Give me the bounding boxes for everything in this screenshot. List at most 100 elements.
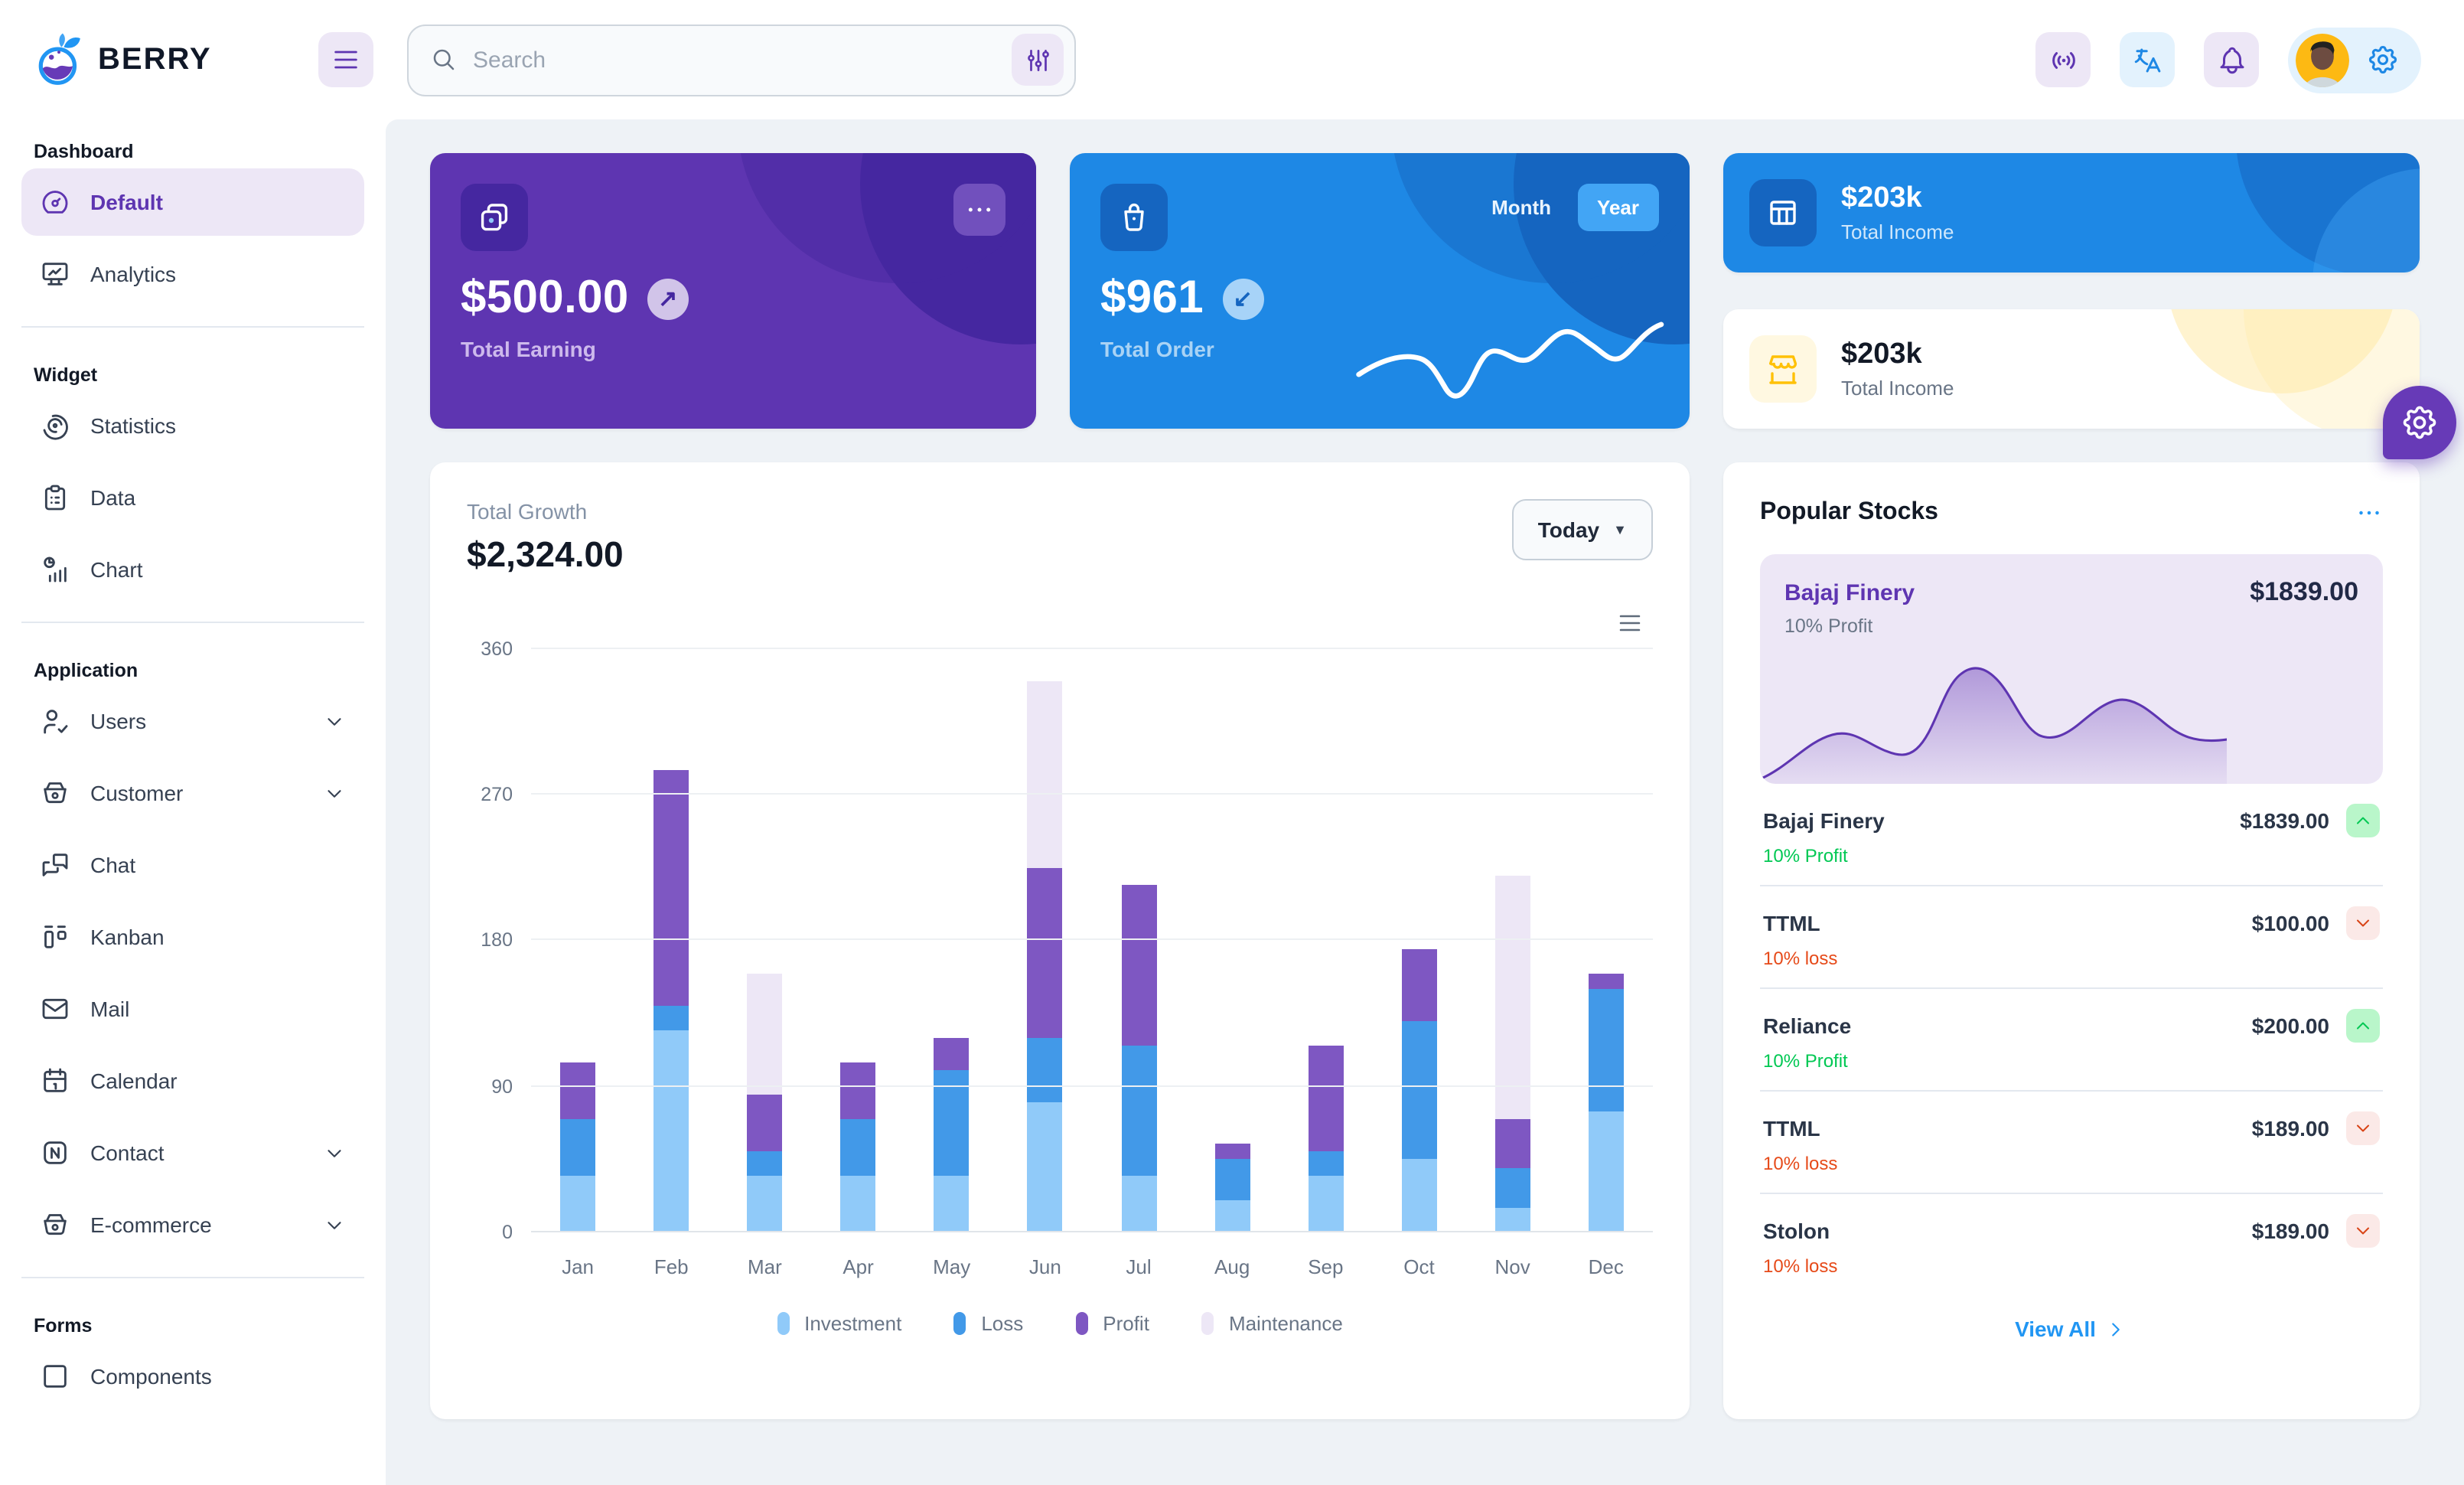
stock-row-ttml[interactable]: TTML $100.00 10% loss <box>1760 886 2383 989</box>
order-trend-badge[interactable]: ↙ <box>1222 278 1264 319</box>
bar-column-mar[interactable] <box>718 649 811 1232</box>
stock-row-reliance[interactable]: Reliance $200.00 10% Profit <box>1760 989 2383 1092</box>
bar-segment-profit <box>1121 884 1156 1046</box>
sidebar-item-calendar[interactable]: Calendar <box>21 1047 364 1115</box>
language-button[interactable] <box>2120 32 2175 87</box>
bar-segment-profit <box>1027 867 1063 1039</box>
y-axis-tick: 90 <box>491 1076 513 1098</box>
x-axis-label: Sep <box>1308 1255 1344 1278</box>
sidebar-item-default[interactable]: Default <box>21 168 364 236</box>
bar-column-jan[interactable] <box>531 649 624 1232</box>
bar-column-sep[interactable] <box>1279 649 1372 1232</box>
floating-settings-button[interactable] <box>2383 386 2456 459</box>
sidebar-item-analytics[interactable]: Analytics <box>21 240 364 308</box>
search-bar[interactable] <box>407 24 1076 96</box>
sidebar-item-users[interactable]: Users <box>21 687 364 755</box>
legend-item-profit[interactable]: Profit <box>1075 1312 1149 1335</box>
chart-menu-icon <box>1616 609 1644 637</box>
notifications-button[interactable] <box>2204 32 2259 87</box>
stock-row-ttml[interactable]: TTML $189.00 10% loss <box>1760 1092 2383 1194</box>
sidebar-item-customer[interactable]: Customer <box>21 759 364 827</box>
bar-column-may[interactable] <box>905 649 999 1232</box>
menu-toggle-button[interactable] <box>318 32 373 87</box>
sidebar-item-chat[interactable]: Chat <box>21 831 364 899</box>
stock-name: Reliance <box>1763 1013 1852 1038</box>
view-all-link[interactable]: View All <box>1760 1317 2383 1341</box>
legend-item-investment[interactable]: Investment <box>777 1312 901 1335</box>
toggle-month-button[interactable]: Month <box>1491 196 1552 219</box>
broadcast-button[interactable] <box>2035 32 2091 87</box>
stock-trend-up-badge[interactable] <box>2346 1009 2380 1043</box>
sidebar-item-data[interactable]: Data <box>21 464 364 531</box>
bar-column-oct[interactable] <box>1372 649 1465 1232</box>
bar-segment-loss <box>560 1119 596 1176</box>
period-dropdown[interactable]: Today ▼ <box>1511 499 1653 560</box>
bar-column-aug[interactable] <box>1185 649 1279 1232</box>
legend-swatch <box>1201 1312 1214 1335</box>
total-growth-panel: Total Growth $2,324.00 Today ▼ 0 90 180 270… <box>430 462 1690 1419</box>
bar-segment-profit <box>747 1095 783 1152</box>
toggle-year-button[interactable]: Year <box>1577 184 1659 231</box>
bar-segment-investment <box>747 1176 783 1232</box>
legend-label: Investment <box>804 1312 902 1335</box>
income-blue-label: Total Income <box>1841 220 1954 243</box>
bar-column-apr[interactable] <box>811 649 904 1232</box>
featured-stock-sub: 10% Profit <box>1784 615 1873 637</box>
sidebar-item-kanban[interactable]: Kanban <box>21 903 364 971</box>
chart-menu-button[interactable] <box>467 609 1644 637</box>
bar-segment-profit <box>934 1038 970 1071</box>
avatar <box>2296 33 2349 86</box>
legend-item-loss[interactable]: Loss <box>953 1312 1023 1335</box>
stock-price: $189.00 <box>2251 1219 2329 1243</box>
broadcast-icon <box>2047 44 2079 76</box>
sidebar-item-components[interactable]: Components <box>21 1343 364 1410</box>
featured-stock-card[interactable]: Bajaj Finery $1839.00 10% Profit <box>1760 554 2383 784</box>
stock-trend-down-badge[interactable] <box>2346 1214 2380 1248</box>
bar-segment-loss <box>1308 1151 1344 1176</box>
stock-row-bajaj-finery[interactable]: Bajaj Finery $1839.00 10% Profit <box>1760 784 2383 886</box>
order-card-icon-box <box>1100 184 1168 251</box>
legend-item-maintenance[interactable]: Maintenance <box>1201 1312 1343 1335</box>
earning-card-menu-button[interactable] <box>953 184 1005 236</box>
sidebar-item-mail[interactable]: Mail <box>21 975 364 1043</box>
sidebar-section-widget: Widget <box>34 364 98 386</box>
chevron-right-icon <box>2105 1317 2128 1340</box>
legend-label: Maintenance <box>1228 1312 1343 1335</box>
sidebar-section-dashboard: Dashboard <box>34 141 134 162</box>
stock-trend-up-badge[interactable] <box>2346 804 2380 837</box>
profile-menu-button[interactable] <box>2288 27 2421 93</box>
sidebar-item-statistics[interactable]: Statistics <box>21 392 364 459</box>
sidebar-item-label: Components <box>90 1364 212 1389</box>
sidebar-item-contact[interactable]: Contact <box>21 1119 364 1186</box>
stock-row-stolon[interactable]: Stolon $189.00 10% loss <box>1760 1194 2383 1295</box>
store-icon <box>1765 351 1801 387</box>
sidebar-item-chart[interactable]: Chart <box>21 536 364 603</box>
bar-column-nov[interactable] <box>1466 649 1560 1232</box>
stocks-menu-button[interactable] <box>2355 499 2383 527</box>
stocks-title: Popular Stocks <box>1760 499 1938 525</box>
bar-column-jul[interactable] <box>1092 649 1185 1232</box>
app-header: BERRY <box>0 0 2464 119</box>
sidebar-divider <box>21 622 364 623</box>
bar-column-jun[interactable] <box>999 649 1092 1232</box>
stock-name: Bajaj Finery <box>1763 808 1885 833</box>
bar-column-dec[interactable] <box>1560 649 1653 1232</box>
stock-price: $200.00 <box>2251 1013 2329 1038</box>
period-dropdown-value: Today <box>1537 517 1600 542</box>
sidebar-item-e-commerce[interactable]: E-commerce <box>21 1191 364 1258</box>
x-axis-label: Jul <box>1126 1255 1152 1278</box>
gridline <box>531 1231 1653 1232</box>
search-input[interactable] <box>473 47 996 73</box>
featured-stock-name: Bajaj Finery <box>1784 580 1915 606</box>
search-filter-button[interactable] <box>1012 34 1064 86</box>
earning-trend-badge[interactable]: ↗ <box>647 278 689 319</box>
stock-trend-down-badge[interactable] <box>2346 906 2380 940</box>
bar-segment-maintenance <box>747 973 783 1095</box>
total-income-light-card: $203k Total Income <box>1723 309 2420 429</box>
sidebar-item-label: Statistics <box>90 413 177 438</box>
gridline <box>531 1085 1653 1087</box>
stock-trend-down-badge[interactable] <box>2346 1111 2380 1145</box>
bar-column-feb[interactable] <box>624 649 718 1232</box>
ellipsis-icon <box>964 194 995 225</box>
total-order-card: Month Year $961 ↙ Total Order <box>1070 153 1690 429</box>
